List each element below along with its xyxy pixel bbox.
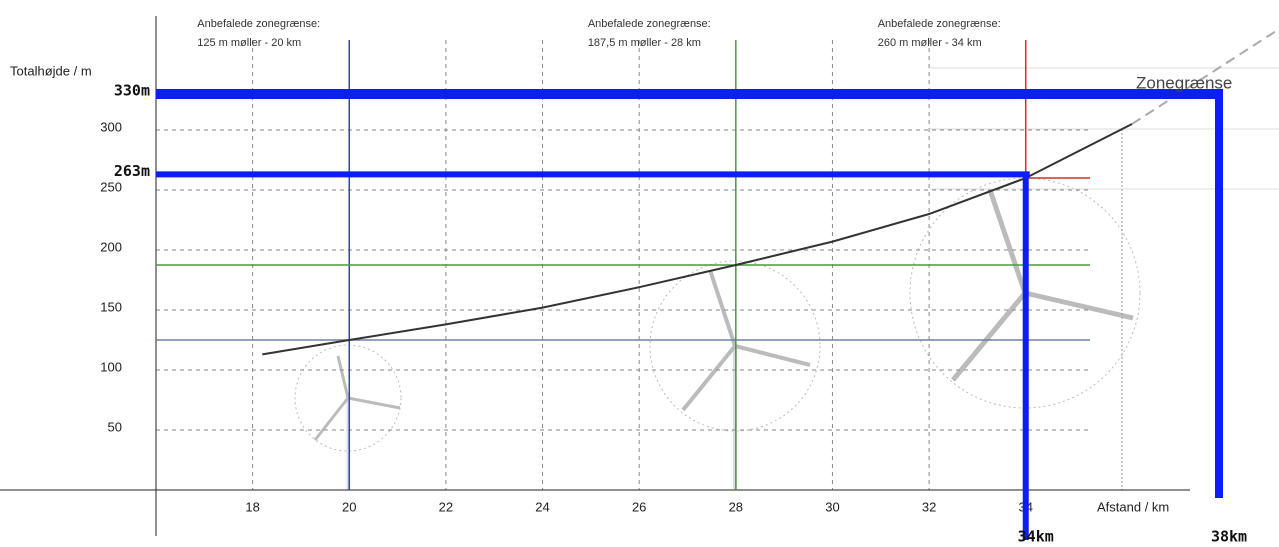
annotation-text: Anbefalede zonegrænse:: [878, 18, 1001, 30]
y-axis-label: Totalhøjde / m: [10, 63, 92, 78]
zone-label: Zonegrænse: [1136, 73, 1232, 92]
x-tick-label: 20: [342, 499, 356, 514]
curve: [1131, 29, 1278, 125]
annotation-text: Anbefalede zonegrænse:: [588, 18, 711, 30]
y-tick-label: 250: [100, 179, 122, 194]
annotation-text: Anbefalede zonegrænse:: [197, 18, 320, 30]
y-tick-label: 300: [100, 119, 122, 134]
x-tick-label: 30: [825, 499, 839, 514]
x-tick-label: 26: [632, 499, 646, 514]
annotation-text: 260 m møller - 34 km: [878, 37, 982, 49]
turbines: [294, 177, 1141, 490]
limit-x-label: 34km: [1018, 528, 1054, 546]
x-tick-label: 32: [922, 499, 936, 514]
annotation-text: 125 m møller - 20 km: [197, 37, 301, 49]
x-tick-label: 24: [535, 499, 549, 514]
y-tick-label: 200: [100, 239, 122, 254]
y-tick-label: 50: [108, 419, 122, 434]
plot: 50100150200250300182022242628303234Anbef…: [0, 16, 1278, 546]
limit-y-label: 263m: [114, 162, 150, 180]
x-tick-label: 28: [729, 499, 743, 514]
annotation-text: 187,5 m møller - 28 km: [588, 37, 701, 49]
x-tick-label: 22: [439, 499, 453, 514]
limit-y-label: 330m: [114, 82, 150, 100]
curve: [262, 123, 1133, 356]
y-tick-label: 100: [100, 359, 122, 374]
x-axis-label: Afstand / km: [1097, 499, 1169, 514]
limit-x-label: 38km: [1211, 528, 1247, 546]
x-tick-label: 18: [245, 499, 259, 514]
y-tick-label: 150: [100, 299, 122, 314]
